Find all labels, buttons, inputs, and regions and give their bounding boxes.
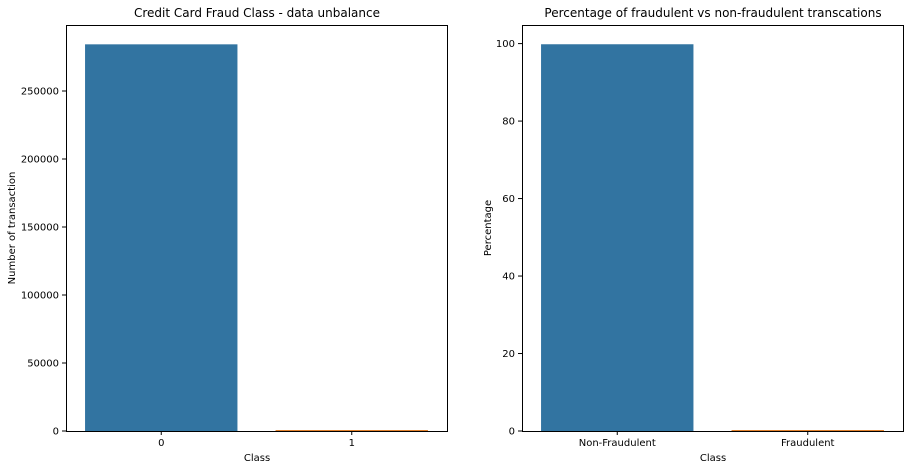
x-tick-label: 1 [349,438,355,449]
y-tick-label: 80 [502,117,515,128]
bar [275,430,428,431]
plot-frame [66,25,448,432]
chart-class-counts: Credit Card Fraud Class - data unbalance… [7,6,448,464]
y-axis-label: Percentage [483,200,494,256]
x-axis-label: Class [244,453,270,464]
y-tick-label: 100000 [21,291,59,302]
y-axis-label: Number of transaction [7,172,18,285]
x-axis-label: Class [700,453,726,464]
x-tick-label: Non-Fraudulent [579,438,656,449]
chart-title: Percentage of fraudulent vs non-fraudule… [544,6,881,20]
chart-marks: Non-Fraudulent Fraudulent 0 20 40 60 80 100 [496,39,884,449]
x-tick-label: Fraudulent [781,438,835,449]
y-tick-label: 40 [502,272,515,283]
bar [541,44,694,432]
bar [731,430,884,431]
chart-class-percentages: Percentage of fraudulent vs non-fraudule… [483,6,904,464]
y-tick-label: 250000 [21,87,59,98]
y-tick-label: 20 [502,349,515,360]
y-tick-label: 100 [496,39,515,50]
bar [85,44,238,431]
plot-frame [522,25,904,432]
y-tick-label: 150000 [21,223,59,234]
y-tick-label: 200000 [21,155,59,166]
chart-marks: 0 1 0 50000 100000 150000 200000 250000 [21,44,428,449]
y-tick-label: 0 [509,427,515,438]
chart-title: Credit Card Fraud Class - data unbalance [134,6,380,20]
x-tick-label: 0 [158,438,164,449]
y-tick-label: 50000 [27,359,59,370]
y-tick-label: 0 [53,427,59,438]
y-tick-label: 60 [502,194,515,205]
